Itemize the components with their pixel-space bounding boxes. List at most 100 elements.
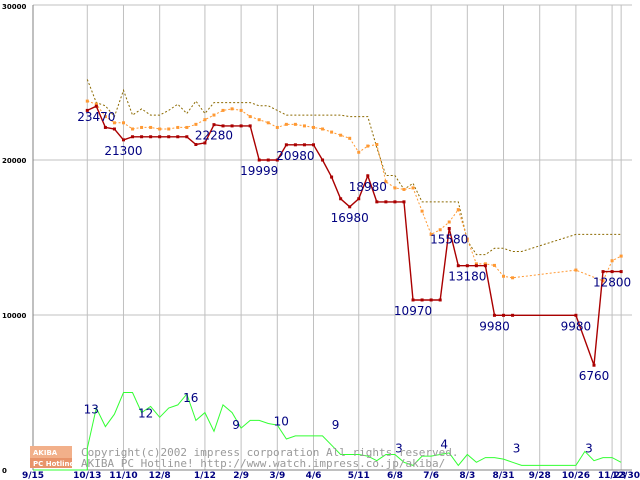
data-label: 22280 bbox=[195, 129, 233, 143]
x-tick-label: 9/15 bbox=[22, 471, 44, 480]
series-point-min bbox=[203, 141, 207, 145]
series-point-average bbox=[266, 121, 270, 125]
x-tick-label: 10/13 bbox=[73, 471, 101, 480]
y-tick-label: 0 bbox=[2, 467, 7, 475]
data-label: 12800 bbox=[593, 276, 631, 290]
series-point-average bbox=[375, 143, 379, 146]
series-point-average bbox=[284, 122, 288, 126]
series-point-min bbox=[302, 143, 306, 147]
series-point-average bbox=[185, 125, 189, 129]
series-point-min bbox=[167, 135, 171, 139]
series-point-average bbox=[311, 125, 315, 129]
series-point-average bbox=[402, 187, 406, 191]
series-point-min bbox=[194, 143, 198, 146]
series-point-min bbox=[375, 200, 379, 204]
count-label: 16 bbox=[183, 391, 198, 405]
count-label: 10 bbox=[274, 414, 289, 428]
series-point-average bbox=[456, 208, 460, 212]
series-point-min bbox=[384, 200, 388, 204]
series-point-min bbox=[420, 298, 424, 302]
y-tick-label: 10000 bbox=[2, 312, 26, 320]
series-point-min bbox=[402, 200, 406, 204]
series-point-average bbox=[348, 136, 352, 140]
x-tick-label: 8/3 bbox=[459, 471, 475, 480]
series-point-min bbox=[357, 197, 361, 201]
series-layer bbox=[33, 79, 623, 471]
series-point-average bbox=[203, 118, 207, 122]
x-tick-label: 12/30 bbox=[612, 471, 640, 480]
count-label: 4 bbox=[440, 438, 448, 452]
data-label: 21300 bbox=[104, 144, 142, 158]
series-point-min bbox=[158, 135, 162, 139]
y-axis-ticks: 0 10000 20000 30000 bbox=[2, 3, 26, 475]
series-point-average bbox=[140, 125, 144, 129]
series-point-average bbox=[411, 186, 415, 190]
series-point-average bbox=[384, 180, 388, 184]
series-point-average bbox=[502, 274, 506, 278]
series-point-average bbox=[474, 262, 478, 266]
data-label: 23470 bbox=[77, 110, 115, 124]
data-label: 6760 bbox=[579, 369, 610, 383]
count-label: 13 bbox=[84, 403, 99, 417]
series-point-min bbox=[85, 108, 89, 112]
series-point-min bbox=[212, 123, 216, 127]
x-tick-label: 7/6 bbox=[423, 471, 439, 480]
count-label: 9 bbox=[332, 418, 340, 432]
series-point-average bbox=[103, 115, 107, 119]
x-tick-label: 1/12 bbox=[194, 471, 216, 480]
series-point-average bbox=[167, 127, 171, 131]
series-point-average bbox=[302, 124, 306, 128]
watermark: AKIBA PC Hotline Copyright(c)2002 impres… bbox=[30, 446, 459, 470]
series-point-average bbox=[465, 237, 469, 241]
series-line-max bbox=[86, 79, 622, 256]
count-label: 3 bbox=[395, 441, 403, 455]
data-label: 9980 bbox=[561, 319, 592, 333]
series-point-average bbox=[149, 125, 153, 129]
x-axis-ticks: 9/15 10/13 11/10 12/8 1/12 2/9 3/9 4/6 5/11 6/8 7/… bbox=[22, 471, 640, 480]
series-point-average bbox=[94, 102, 98, 106]
x-tick-label: 11/23 bbox=[598, 471, 626, 480]
count-label: 12 bbox=[138, 407, 153, 421]
series-point-min bbox=[149, 135, 153, 139]
count-label: 3 bbox=[513, 441, 521, 455]
series-point-average bbox=[121, 121, 125, 125]
series-point-average bbox=[212, 113, 216, 117]
x-tick-label: 12/8 bbox=[149, 471, 171, 480]
series-point-average bbox=[158, 127, 162, 131]
series-point-min bbox=[94, 104, 98, 108]
x-tick-label: 9/28 bbox=[529, 471, 551, 480]
x-tick-label: 6/8 bbox=[387, 471, 403, 480]
series-point-min bbox=[502, 313, 506, 317]
series-point-average bbox=[574, 268, 578, 272]
series-point-average bbox=[248, 115, 252, 119]
count-label: 9 bbox=[232, 418, 240, 432]
series-point-min bbox=[574, 313, 578, 317]
y-tick-label: 30000 bbox=[2, 3, 26, 11]
series-point-average bbox=[293, 122, 297, 126]
series-point-average bbox=[447, 220, 451, 224]
series-point-average bbox=[239, 108, 243, 112]
x-tick-label: 8/31 bbox=[492, 471, 514, 480]
series-point-min bbox=[483, 264, 487, 268]
series-point-min bbox=[121, 138, 125, 142]
series-point-average bbox=[619, 254, 623, 258]
series-point-min bbox=[447, 227, 451, 231]
data-label: 20980 bbox=[276, 149, 314, 163]
series-point-min bbox=[465, 264, 469, 268]
copyright-text: Copyright(c)2002 impress corporation All… bbox=[81, 446, 459, 459]
data-label: 19999 bbox=[240, 164, 278, 178]
akiba-logo: AKIBA PC Hotline bbox=[30, 446, 75, 468]
series-point-min bbox=[393, 200, 397, 204]
x-tick-label: 4/6 bbox=[306, 471, 322, 480]
series-point-average bbox=[275, 125, 279, 129]
series-point-min bbox=[275, 158, 279, 162]
series-point-average bbox=[438, 228, 442, 232]
series-point-average bbox=[429, 232, 433, 236]
data-label: 9980 bbox=[479, 319, 510, 333]
series-point-average bbox=[176, 125, 180, 129]
series-point-average bbox=[393, 186, 397, 190]
series-point-min bbox=[266, 158, 270, 162]
series-point-average bbox=[366, 144, 370, 148]
